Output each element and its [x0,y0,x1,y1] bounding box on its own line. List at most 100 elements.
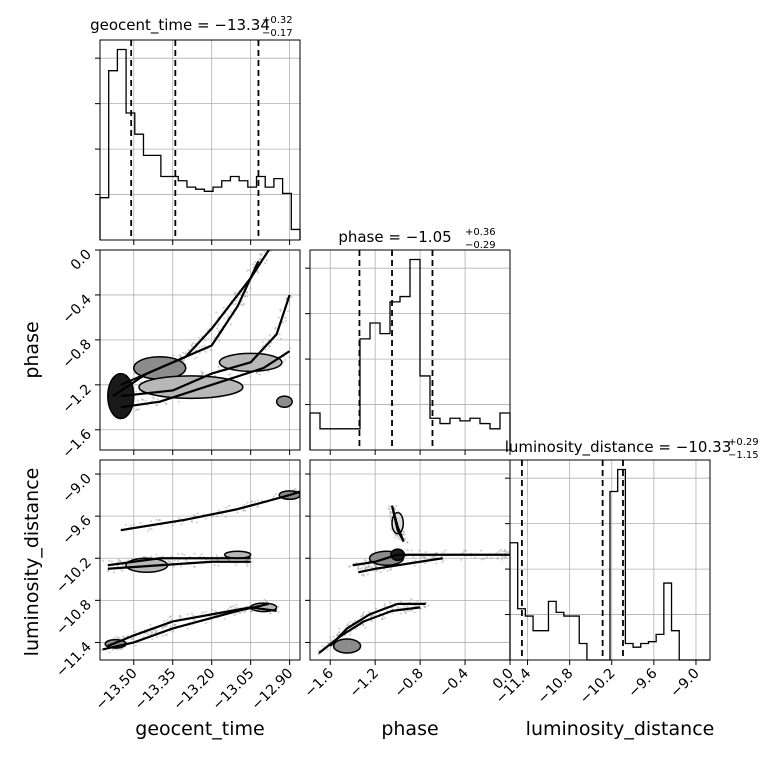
sample-point [190,612,193,615]
sample-point [161,626,164,629]
sample-point [248,269,251,272]
sample-point [384,616,387,619]
sample-point [355,561,358,564]
sample-point [406,548,409,551]
density-blob [332,638,362,654]
sample-point [390,515,393,518]
sample-point [115,635,118,638]
sample-point [142,556,145,559]
sample-point [288,356,291,359]
sample-point [387,505,390,508]
sample-point [400,600,403,603]
sample-point [511,556,513,558]
sample-point [256,505,259,508]
sample-point [246,501,249,504]
sample-point [161,634,164,637]
contour-line [390,505,405,542]
sample-point [490,556,493,559]
sample-point [460,558,463,561]
sample-point [245,290,248,293]
sample-point [178,614,181,617]
sample-point [329,636,332,639]
sample-point [362,573,365,576]
sample-point [480,558,483,561]
sample-point [500,558,503,561]
sample-point [195,356,198,359]
sample-point [183,554,186,557]
sample-point [241,304,244,307]
sample-point [166,625,169,628]
y-tick-label: −0.8 [59,336,94,371]
sample-point [255,371,258,374]
y-tick-label: −0.4 [59,291,94,326]
contour-line [120,490,300,532]
sample-point [142,635,145,638]
sample-point [394,534,397,537]
sample-point [165,402,168,405]
sample-point [418,549,421,552]
y-tick-label: −9.0 [59,471,94,506]
sample-point [404,611,407,614]
sample-point [442,559,445,562]
ylabel-phase: phase [21,321,43,378]
sample-point [186,627,189,630]
sample-point [388,508,391,511]
sample-point [256,270,259,273]
sample-point [391,612,394,615]
panel-frame [309,459,511,661]
sample-point [412,555,415,558]
sample-point [465,549,468,552]
histogram-panel-luminosity-distance: −11.4 −10.8 −10.2 −9.6 −9.0 [493,459,711,707]
density-blob [138,375,244,400]
sample-point [389,601,392,604]
sample-point [409,609,412,612]
y-tick-label: −10.2 [53,555,95,597]
sample-point [394,536,397,539]
sample-point [486,556,489,559]
sample-point [240,300,243,303]
sample-point [149,630,152,633]
sample-point [318,649,321,652]
scatter-panel-geocent-time-vs-luminosity-distance: −13.50−13.35−13.20−13.05−12.90 −11.4−10.8… [53,459,301,714]
sample-point [272,495,275,498]
sample-point [204,517,207,520]
sample-point [167,559,170,562]
sample-point [258,373,261,376]
sample-point [113,571,116,574]
sample-point [180,523,183,526]
contour-line [107,557,251,567]
y-tick-label: 0.0 [68,247,95,274]
sample-point [483,557,486,560]
sample-point [413,564,416,567]
sample-point [164,634,167,637]
sample-point [406,609,409,612]
sample-point [338,627,341,630]
sample-point [399,538,402,541]
sample-point [359,568,362,571]
sample-point [249,287,252,290]
sample-point [110,560,113,563]
x-tick-label: −12.90 [248,666,296,714]
sample-point [268,334,271,337]
sample-point [354,620,357,623]
sample-point [161,555,164,558]
sample-point [173,565,176,568]
title-phase-plus: +0.36 [465,227,496,238]
sample-point [243,503,246,506]
sample-point [178,353,181,356]
sample-point [203,339,206,342]
sample-point [243,611,246,614]
sample-point [326,648,329,651]
sample-point [263,250,266,253]
sample-point [397,537,400,540]
sample-point [236,606,239,609]
sample-point [383,603,386,606]
sample-point [267,370,270,373]
sample-point [332,635,335,638]
sample-point [265,600,268,603]
sample-point [137,399,140,402]
sample-point [174,623,177,626]
sample-point [216,515,219,518]
sample-point [229,606,232,609]
